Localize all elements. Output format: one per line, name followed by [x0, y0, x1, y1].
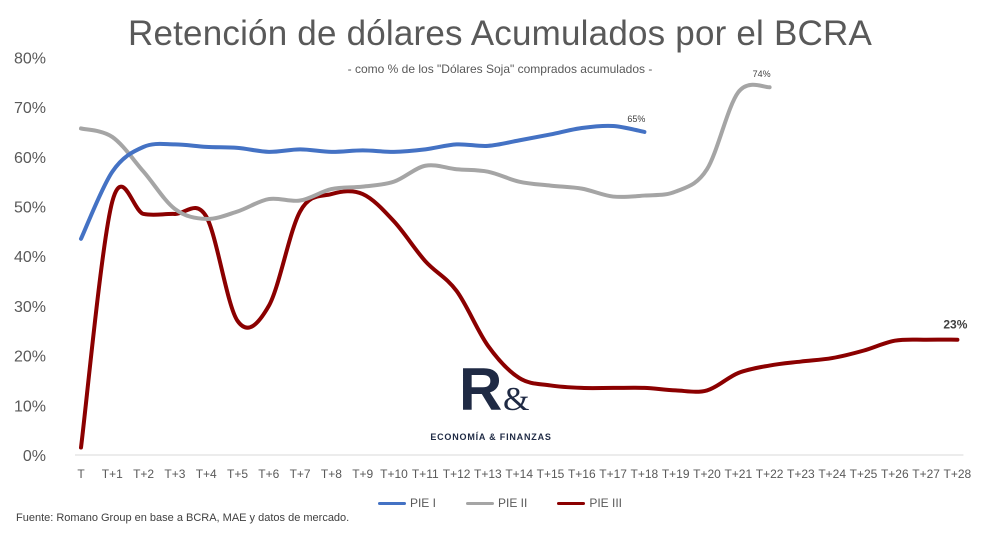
- logo-mark: R: [459, 356, 503, 423]
- logo-text: ECONOMÍA & FINANZAS: [430, 432, 552, 442]
- x-tick-label: T+25: [850, 467, 878, 481]
- legend-swatch: [557, 501, 586, 505]
- x-tick-label: T+2: [133, 467, 154, 481]
- x-tick-label: T+4: [196, 467, 217, 481]
- axes: 0% 10% 20% 30% 40% 50% 60% 70% 80% T T+1 T+2 T+3 T+4 T…: [14, 50, 972, 481]
- legend-swatch: [465, 501, 494, 505]
- y-tick-label: 0%: [23, 448, 46, 465]
- legend: PIE I PIE II PIE III: [0, 496, 1000, 510]
- x-tick-label: T+18: [631, 467, 659, 481]
- y-tick-label: 30%: [14, 299, 46, 316]
- legend-label: PIE I: [409, 496, 436, 510]
- legend-item: PIE II: [465, 496, 528, 510]
- x-tick-label: T: [77, 467, 85, 481]
- legend-item: PIE III: [557, 496, 622, 510]
- chart-subtitle: - como % de los "Dólares Soja" comprados…: [347, 62, 653, 76]
- y-tick-label: 70%: [14, 100, 46, 117]
- x-tick-label: T+14: [505, 467, 533, 481]
- y-tick-label: 10%: [14, 398, 46, 415]
- legend-label: PIE II: [497, 496, 528, 510]
- series-layer: [79, 82, 960, 450]
- y-tick-label: 80%: [14, 50, 46, 67]
- data-label: 23%: [943, 318, 967, 332]
- x-tick-label: T+19: [662, 467, 690, 481]
- x-tick-label: T+24: [818, 467, 846, 481]
- data-labels: 65% 74% 23%: [627, 69, 967, 331]
- series-line-pie-ii: [79, 82, 772, 221]
- x-tick-label: T+5: [227, 467, 248, 481]
- x-tick-label: T+1: [102, 467, 123, 481]
- x-tick-label: T+13: [474, 467, 502, 481]
- logo: R & ECONOMÍA & FINANZAS: [425, 358, 557, 452]
- x-tick-label: T+6: [258, 467, 279, 481]
- x-tick-label: T+12: [443, 467, 471, 481]
- x-tick-label: T+26: [881, 467, 909, 481]
- x-tick-label: T+10: [380, 467, 408, 481]
- y-tick-label: 20%: [14, 349, 46, 366]
- x-tick-label: T+21: [724, 467, 752, 481]
- x-tick-label: T+20: [693, 467, 721, 481]
- x-tick-label: T+15: [537, 467, 565, 481]
- x-tick-label: T+9: [352, 467, 373, 481]
- y-tick-label: 50%: [14, 200, 46, 217]
- x-tick-label: T+27: [912, 467, 940, 481]
- x-tick-label: T+7: [290, 467, 311, 481]
- x-tick-label: T+23: [787, 467, 815, 481]
- chart-title: Retención de dólares Acumulados por el B…: [127, 14, 872, 53]
- x-tick-label: T+16: [568, 467, 596, 481]
- source-note: Fuente: Romano Group en base a BCRA, MAE…: [16, 512, 350, 524]
- series-line-pie-iii: [79, 184, 960, 450]
- x-tick-label: T+11: [412, 467, 439, 481]
- legend-item: PIE I: [377, 496, 436, 510]
- data-label: 65%: [627, 114, 645, 124]
- y-tick-label: 60%: [14, 150, 46, 167]
- y-tick-label: 40%: [14, 249, 46, 266]
- x-tick-label: T+8: [321, 467, 342, 481]
- x-tick-label: T+17: [599, 467, 627, 481]
- logo-ampersand: &: [503, 381, 530, 418]
- series-line-pie-i: [79, 123, 647, 241]
- legend-swatch: [377, 501, 406, 505]
- data-label: 74%: [753, 69, 771, 79]
- x-tick-label: T+3: [164, 467, 185, 481]
- x-tick-label: T+22: [756, 467, 784, 481]
- x-tick-label: T+28: [944, 467, 972, 481]
- legend-label: PIE III: [589, 496, 623, 510]
